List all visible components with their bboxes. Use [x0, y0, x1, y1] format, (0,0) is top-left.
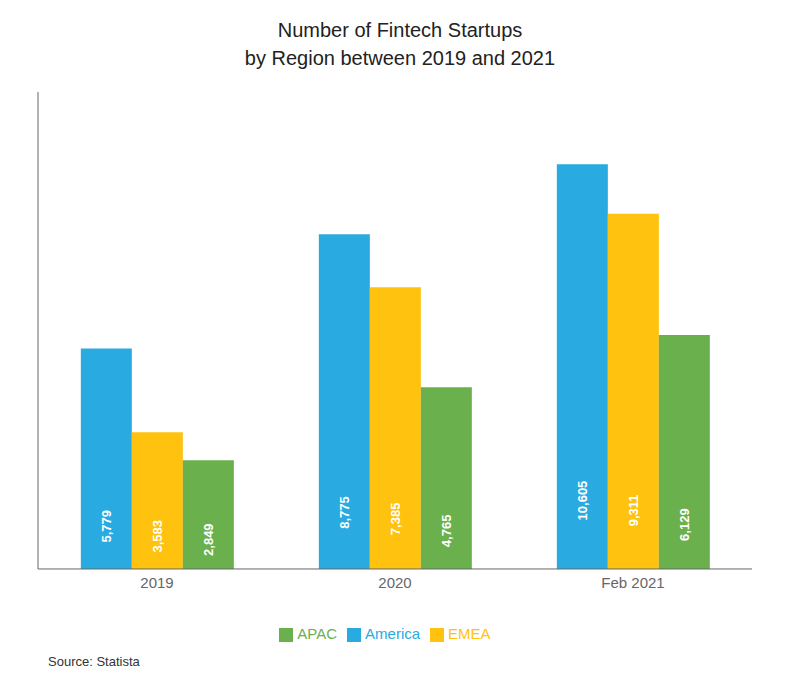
svg-text:10,605: 10,605: [575, 481, 590, 521]
svg-text:7,385: 7,385: [388, 503, 403, 536]
svg-text:4,765: 4,765: [439, 515, 454, 548]
svg-text:2020: 2020: [378, 574, 411, 591]
svg-text:2019: 2019: [140, 574, 173, 591]
html-text:by Region between 2019 and 202: by Region between 2019 and 2021: [244, 47, 556, 69]
html-text:EMEA: EMEA: [448, 625, 491, 642]
svg-text:Feb 2021: Feb 2021: [601, 574, 664, 591]
html-text:Source: Statista: Source: Statista: [48, 654, 140, 669]
html-text:Number of Fintech Startups: Number of Fintech Startups: [277, 19, 523, 41]
html-text:APAC: APAC: [297, 625, 338, 642]
svg-text:3,583: 3,583: [150, 520, 165, 553]
svg-text:2,849: 2,849: [201, 523, 216, 556]
svg-text:6,129: 6,129: [677, 508, 692, 541]
svg-text:8,775: 8,775: [337, 496, 352, 529]
svg-text:9,311: 9,311: [626, 495, 641, 527]
html-text:America: America: [365, 625, 421, 642]
svg-text:5,779: 5,779: [99, 510, 114, 543]
